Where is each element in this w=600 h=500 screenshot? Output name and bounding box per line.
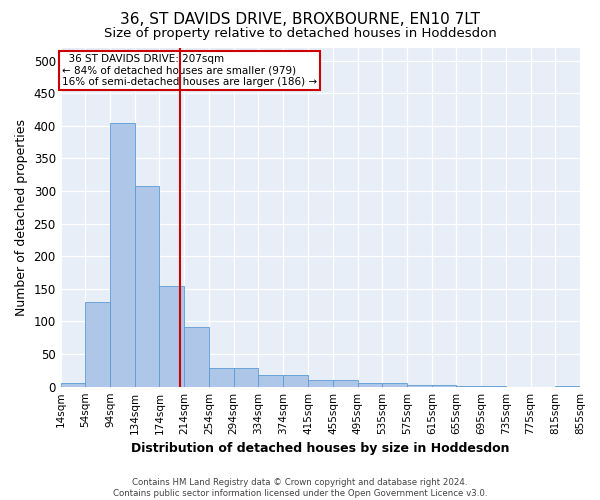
- Bar: [85, 302, 110, 386]
- Bar: [135, 186, 160, 386]
- X-axis label: Distribution of detached houses by size in Hoddesdon: Distribution of detached houses by size …: [131, 442, 509, 455]
- Bar: [184, 326, 209, 386]
- Text: Size of property relative to detached houses in Hoddesdon: Size of property relative to detached ho…: [104, 28, 496, 40]
- Bar: [110, 122, 135, 386]
- Bar: [283, 375, 308, 386]
- Bar: [358, 384, 382, 386]
- Bar: [233, 368, 258, 386]
- Text: 36, ST DAVIDS DRIVE, BROXBOURNE, EN10 7LT: 36, ST DAVIDS DRIVE, BROXBOURNE, EN10 7L…: [120, 12, 480, 28]
- Bar: [160, 286, 184, 386]
- Bar: [61, 384, 85, 386]
- Bar: [209, 368, 233, 386]
- Bar: [258, 375, 283, 386]
- Y-axis label: Number of detached properties: Number of detached properties: [15, 118, 28, 316]
- Text: Contains HM Land Registry data © Crown copyright and database right 2024.
Contai: Contains HM Land Registry data © Crown c…: [113, 478, 487, 498]
- Bar: [333, 380, 358, 386]
- Bar: [308, 380, 333, 386]
- Bar: [382, 384, 407, 386]
- Text: 36 ST DAVIDS DRIVE: 207sqm
← 84% of detached houses are smaller (979)
16% of sem: 36 ST DAVIDS DRIVE: 207sqm ← 84% of deta…: [62, 54, 317, 87]
